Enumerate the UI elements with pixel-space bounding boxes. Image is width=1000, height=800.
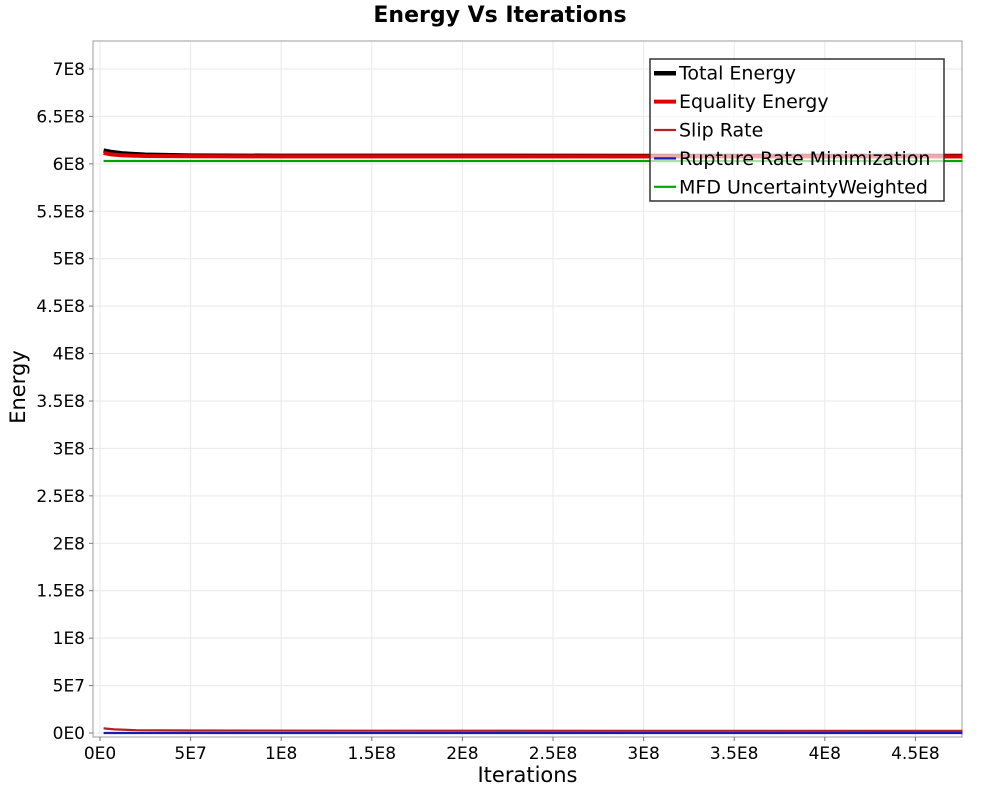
y-tick-label: 4.5E8	[36, 297, 85, 317]
x-tick-label: 1.5E8	[348, 744, 397, 764]
legend-label-equality-energy: Equality Energy	[679, 91, 829, 113]
x-tick-label: 2.5E8	[529, 744, 578, 764]
y-tick-label: 5E7	[53, 677, 85, 697]
plot-border	[92, 40, 963, 738]
x-tick-label: 4.5E8	[891, 744, 940, 764]
legend-label-mfd-uncertaintyweighted: MFD UncertaintyWeighted	[679, 176, 928, 198]
x-tick-label: 3.5E8	[710, 744, 759, 764]
x-axis-label: Iterations	[477, 763, 578, 787]
legend-label-total-energy: Total Energy	[678, 63, 796, 85]
y-tick-label: 6.5E8	[36, 107, 85, 127]
x-tick-label: 5E7	[174, 744, 206, 764]
legend-label-slip-rate: Slip Rate	[679, 120, 763, 142]
y-tick-label: 2E8	[53, 534, 85, 554]
y-tick-label: 7E8	[53, 60, 85, 80]
y-tick-label: 3E8	[53, 439, 85, 459]
y-tick-label: 0E0	[53, 724, 85, 744]
legend-background	[650, 59, 944, 201]
x-tick-label: 2E8	[446, 744, 478, 764]
series-line-equality-energy	[103, 150, 963, 159]
y-tick-label: 1E8	[53, 629, 85, 649]
y-tick-label: 6E8	[53, 155, 85, 175]
chart-title: Energy Vs Iterations	[373, 3, 627, 28]
x-tick-label: 0E0	[84, 744, 116, 764]
legend-border	[649, 58, 945, 202]
y-tick-label: 5E8	[53, 250, 85, 270]
legend-label-rupture-rate-minimization: Rupture Rate Minimization	[679, 148, 930, 170]
series-line-slip-rate	[103, 727, 963, 733]
y-tick-label: 1.5E8	[36, 582, 85, 602]
y-tick-label: 3.5E8	[36, 392, 85, 412]
y-tick-label: 4E8	[53, 345, 85, 365]
y-tick-label: 5.5E8	[36, 202, 85, 222]
x-tick-label: 4E8	[809, 744, 841, 764]
y-tick-label: 2.5E8	[36, 487, 85, 507]
x-tick-label: 3E8	[627, 744, 659, 764]
x-tick-label: 1E8	[265, 744, 297, 764]
